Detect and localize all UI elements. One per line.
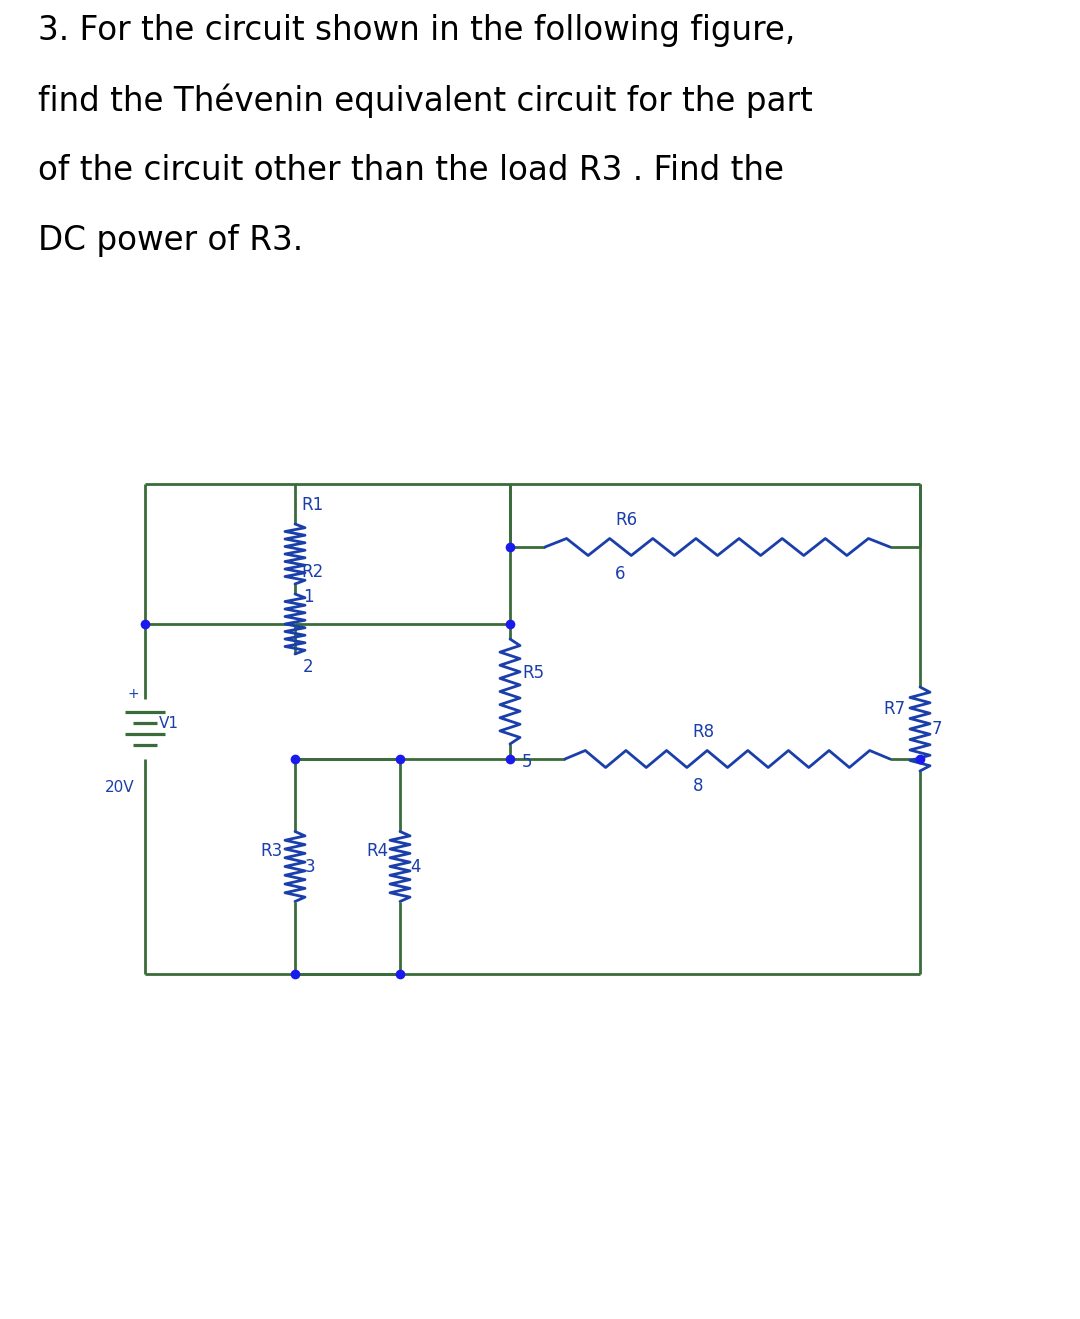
Text: R5: R5 — [522, 663, 544, 682]
Text: 7: 7 — [932, 720, 943, 739]
Text: R2: R2 — [301, 563, 323, 580]
Text: 6: 6 — [615, 565, 625, 583]
Text: find the Thévenin equivalent circuit for the part: find the Thévenin equivalent circuit for… — [38, 84, 813, 119]
Text: 5: 5 — [522, 753, 532, 772]
Text: DC power of R3.: DC power of R3. — [38, 224, 303, 257]
Text: 1: 1 — [303, 588, 313, 605]
Text: V1: V1 — [159, 716, 179, 732]
Text: R3: R3 — [260, 843, 283, 860]
Text: 3: 3 — [305, 857, 315, 876]
Text: of the circuit other than the load R3 . Find the: of the circuit other than the load R3 . … — [38, 154, 784, 187]
Text: R8: R8 — [692, 723, 715, 741]
Text: R6: R6 — [615, 510, 637, 529]
Text: +: + — [127, 687, 139, 700]
Text: 8: 8 — [692, 777, 703, 795]
Text: R7: R7 — [883, 700, 906, 718]
Text: R1: R1 — [301, 496, 323, 514]
Text: 3. For the circuit shown in the following figure,: 3. For the circuit shown in the followin… — [38, 15, 795, 47]
Text: 2: 2 — [303, 658, 313, 677]
Text: 20V: 20V — [106, 780, 135, 794]
Text: R4: R4 — [366, 843, 388, 860]
Text: 4: 4 — [410, 857, 420, 876]
